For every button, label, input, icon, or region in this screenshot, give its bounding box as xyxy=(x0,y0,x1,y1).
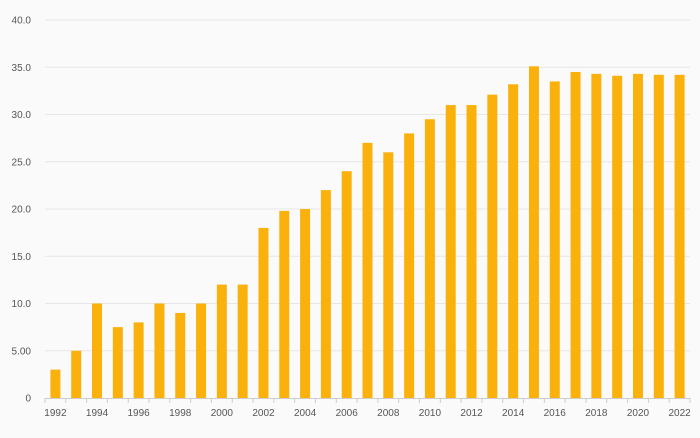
x-tick-label: 2018 xyxy=(585,408,608,419)
x-tick-label: 2016 xyxy=(544,408,567,419)
bar-2020 xyxy=(632,73,643,399)
y-tick-label: 10.0 xyxy=(12,299,32,310)
bar-2005 xyxy=(320,190,331,398)
y-tick-label: 35.0 xyxy=(12,63,32,74)
bar-1995 xyxy=(112,327,123,398)
bar-2001 xyxy=(237,284,248,398)
bar-1996 xyxy=(133,322,144,398)
bar-2007 xyxy=(362,142,373,398)
y-axis-labels: 0 5.00 10.0 15.0 20.0 25.0 30.0 35.0 40.0 xyxy=(12,16,32,405)
y-tick-label: 15.0 xyxy=(12,252,32,263)
y-tick-label: 20.0 xyxy=(12,205,32,216)
bar-2015 xyxy=(528,66,539,399)
x-tick-label: 1992 xyxy=(44,408,67,419)
x-tick-label: 2004 xyxy=(294,408,317,419)
x-tick-label: 2000 xyxy=(211,408,234,419)
x-axis-labels: 1992 1994 1996 1998 2000 2002 2004 2006 2008 2010… xyxy=(44,408,691,419)
bars xyxy=(50,66,685,399)
bar-2003 xyxy=(279,210,290,398)
x-tick-label: 2008 xyxy=(377,408,400,419)
bar-2002 xyxy=(258,227,269,398)
x-tick-label: 1994 xyxy=(86,408,109,419)
bar-1992 xyxy=(50,369,61,398)
x-tick-label: 2012 xyxy=(460,408,483,419)
bar-2006 xyxy=(341,171,352,398)
bar-2011 xyxy=(445,105,456,399)
axes xyxy=(44,398,691,403)
bar-2000 xyxy=(216,284,227,398)
bar-2016 xyxy=(549,81,560,399)
bar-2010 xyxy=(424,119,435,398)
x-tick-label: 2022 xyxy=(668,408,691,419)
y-tick-label: 40.0 xyxy=(12,16,32,27)
x-tick-label: 1996 xyxy=(128,408,151,419)
bar-1997 xyxy=(154,303,165,398)
bar-2019 xyxy=(612,75,623,398)
bar-2017 xyxy=(570,71,581,398)
bar-2008 xyxy=(383,152,394,398)
bar-2012 xyxy=(466,105,477,399)
bar-2004 xyxy=(300,209,311,398)
y-tick-label: 0 xyxy=(25,394,31,405)
y-tick-label: 5.00 xyxy=(12,346,32,357)
x-tick-label: 2014 xyxy=(502,408,525,419)
bar-2018 xyxy=(591,73,602,399)
x-tick-label: 2010 xyxy=(419,408,442,419)
x-tick-label: 1998 xyxy=(169,408,192,419)
bar-2014 xyxy=(508,84,519,398)
bar-2022 xyxy=(674,74,685,398)
y-tick-label: 25.0 xyxy=(12,157,32,168)
x-tick-label: 2006 xyxy=(336,408,359,419)
bar-2009 xyxy=(404,133,415,398)
bar-1998 xyxy=(175,312,186,398)
x-tick-label: 2020 xyxy=(627,408,650,419)
bar-1999 xyxy=(196,303,207,398)
bar-1993 xyxy=(71,350,82,398)
x-tick-label: 2002 xyxy=(252,408,275,419)
bar-1994 xyxy=(92,303,103,398)
y-tick-label: 30.0 xyxy=(12,110,32,121)
bar-2013 xyxy=(487,94,498,398)
bar-2021 xyxy=(653,74,664,398)
